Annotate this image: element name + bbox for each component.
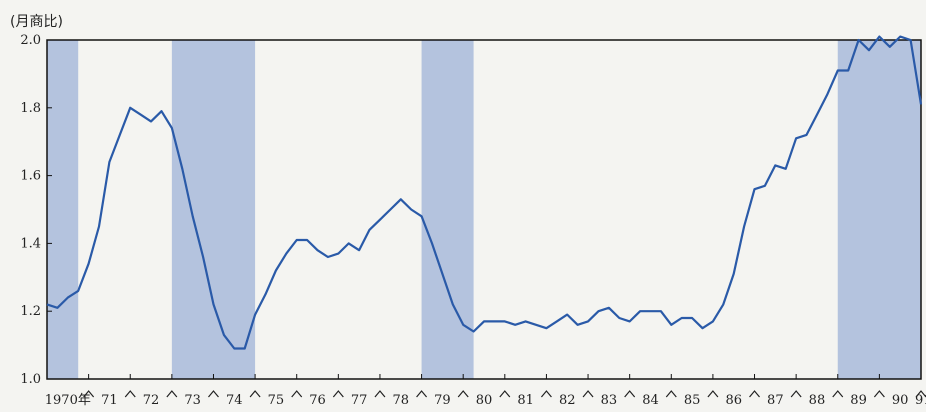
plot-frame	[46, 39, 922, 380]
x-tick-label: 77	[351, 393, 368, 408]
x-axis: 1970年 71 72 73 74 75 76 77 78 79 80 81 82 83 84 85 86 87 8…	[45, 374, 926, 408]
x-tick-label: 79	[434, 393, 451, 408]
x-tick-label: 89	[850, 393, 867, 408]
shaded-band-0	[47, 40, 79, 379]
shaded-periods	[47, 40, 921, 379]
x-range-caret	[832, 390, 844, 398]
x-range-caret	[749, 390, 760, 398]
x-tick-label: 91	[915, 393, 926, 408]
x-tick-label: 83	[601, 393, 618, 408]
y-tick-label: 2.0	[20, 33, 41, 48]
x-range-caret	[665, 390, 677, 398]
x-tick-label: 82	[559, 393, 576, 408]
x-tick-label: 85	[684, 393, 701, 408]
x-range-caret	[124, 390, 136, 398]
x-tick-label: 87	[767, 393, 784, 408]
x-range-caret	[499, 390, 511, 398]
x-range-caret	[291, 390, 303, 398]
x-range-caret	[416, 390, 428, 398]
x-range-caret	[540, 390, 552, 398]
y-tick-label: 1.4	[20, 236, 41, 251]
y-tick-label: 1.8	[20, 101, 41, 116]
x-tick-label: 71	[101, 393, 118, 408]
x-range-caret	[624, 390, 636, 398]
x-tick-label: 76	[309, 393, 326, 408]
x-range-caret	[873, 390, 885, 398]
series-line	[46, 35, 923, 350]
x-tick-label: 84	[642, 393, 659, 408]
y-tick-label: 1.0	[20, 372, 41, 387]
x-range-caret	[249, 390, 261, 398]
y-axis: 1.0 1.2 1.4 1.6 1.8 2.0	[20, 33, 52, 387]
x-range-caret	[915, 390, 926, 398]
x-range-caret	[332, 390, 344, 398]
shaded-band-3	[837, 40, 921, 379]
x-tick-label: 78	[392, 393, 409, 408]
y-axis-unit-label: (月商比)	[10, 14, 63, 30]
x-tick-label: 73	[184, 393, 201, 408]
x-range-caret	[83, 390, 95, 398]
x-tick-label: 86	[725, 393, 742, 408]
x-tick-label: 1970年	[45, 393, 91, 408]
x-range-caret	[457, 390, 469, 398]
shaded-band-1	[171, 40, 256, 379]
x-range-caret	[790, 390, 802, 398]
x-tick-label: 90	[892, 393, 909, 408]
shaded-band-2	[421, 40, 474, 379]
x-tick-label: 81	[517, 393, 534, 408]
y-tick-label: 1.2	[20, 304, 41, 319]
x-tick-label: 75	[268, 393, 285, 408]
x-range-caret	[374, 390, 386, 398]
x-tick-label: 88	[809, 393, 826, 408]
x-range-caret	[208, 390, 219, 398]
x-tick-label: 74	[226, 393, 243, 408]
x-range-caret	[166, 390, 178, 398]
x-range-caret	[707, 390, 719, 398]
x-range-caret	[582, 390, 594, 398]
y-tick-label: 1.6	[20, 169, 41, 184]
x-tick-label: 72	[143, 393, 160, 408]
x-tick-label: 80	[476, 393, 493, 408]
